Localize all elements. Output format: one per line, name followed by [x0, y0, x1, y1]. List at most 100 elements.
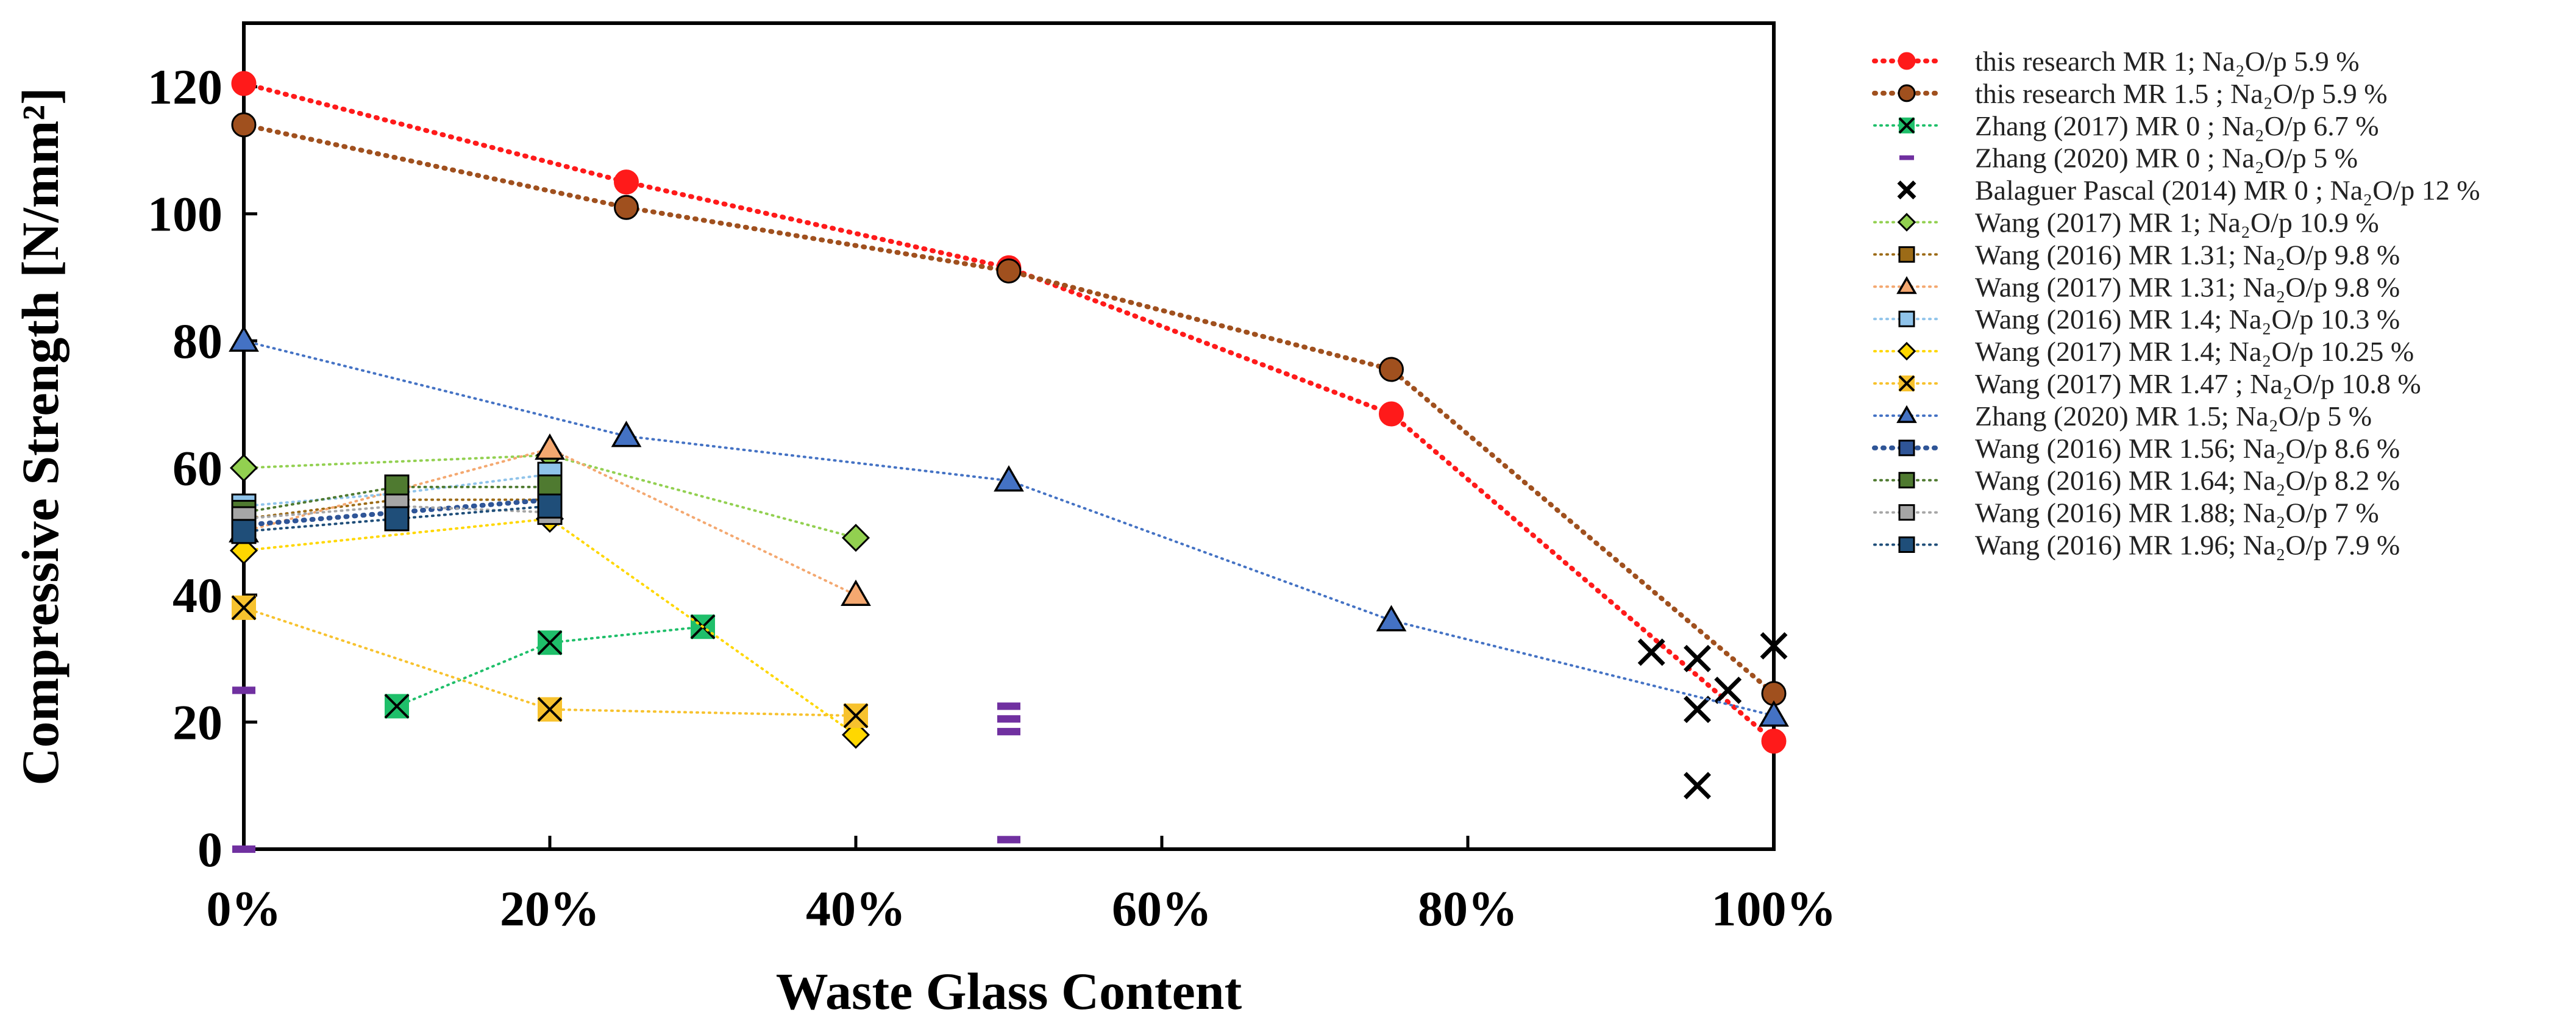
data-point — [232, 686, 255, 694]
x-tick-label: 60% — [1112, 881, 1212, 936]
legend-item: Wang (2016) MR 1.31; Na₂O/p 9.8 % — [1873, 239, 2400, 270]
y-tick-label: 100 — [148, 187, 222, 242]
data-point — [843, 703, 869, 728]
data-point — [614, 194, 639, 220]
legend-marker — [1898, 84, 1916, 102]
data-point — [231, 519, 257, 544]
legend-marker — [1897, 180, 1916, 200]
data-point — [996, 258, 1022, 283]
y-tick-label: 120 — [148, 59, 222, 115]
data-point — [997, 702, 1020, 710]
legend-item: this research MR 1.5 ; Na₂O/p 5.9 % — [1872, 78, 2388, 109]
series-11 — [229, 325, 1789, 727]
legend-label: Wang (2016) MR 1.31; Na₂O/p 9.8 % — [1975, 239, 2400, 270]
legend-label: Wang (2016) MR 1.88; Na₂O/p 7 % — [1975, 497, 2379, 529]
legend-label: Wang (2016) MR 1.4; Na₂O/p 10.3 % — [1975, 304, 2400, 335]
legend-item: Wang (2017) MR 1; Na₂O/p 10.9 % — [1873, 207, 2379, 238]
legend-marker — [1898, 504, 1915, 521]
series-line — [241, 81, 1776, 744]
x-tick-label: 20% — [500, 881, 600, 936]
legend-marker — [1898, 440, 1915, 457]
series-line — [241, 122, 1776, 696]
data-point — [537, 697, 563, 722]
legend-item: Zhang (2020) MR 1.5; Na₂O/p 5 % — [1873, 401, 2372, 432]
legend-item: this research MR 1; Na₂O/p 5.9 % — [1872, 46, 2360, 77]
legend-item: Wang (2017) MR 1.4; Na₂O/p 10.25 % — [1873, 336, 2414, 367]
data-point — [384, 694, 410, 719]
series-0 — [231, 71, 1787, 754]
data-point — [1761, 728, 1787, 754]
series-line — [243, 485, 551, 514]
legend-marker — [1897, 341, 1916, 361]
data-point — [231, 71, 257, 96]
y-tick-label: 20 — [173, 695, 222, 750]
data-point — [231, 595, 257, 621]
legend-label: Wang (2017) MR 1.4; Na₂O/p 10.25 % — [1975, 336, 2414, 367]
y-tick-label: 0 — [197, 822, 222, 877]
data-point — [994, 465, 1024, 492]
data-point — [1379, 357, 1404, 382]
legend-item: Wang (2016) MR 1.88; Na₂O/p 7 % — [1873, 497, 2379, 529]
legend-label: Zhang (2020) MR 1.5; Na₂O/p 5 % — [1975, 401, 2372, 432]
legend: this research MR 1; Na₂O/p 5.9 %this res… — [1872, 46, 2480, 561]
plot-frame — [242, 21, 1776, 851]
x-tick-label: 100% — [1712, 881, 1837, 936]
legend-item: Wang (2016) MR 1.56; Na₂O/p 8.6 % — [1872, 433, 2400, 464]
data-point — [1684, 772, 1711, 800]
legend-item: Zhang (2020) MR 0 ; Na₂O/p 5 % — [1899, 143, 2358, 174]
legend-item: Balaguer Pascal (2014) MR 0 ; Na₂O/p 12 … — [1897, 175, 2480, 206]
legend-item: Wang (2016) MR 1.64; Na₂O/p 8.2 % — [1873, 465, 2400, 496]
legend-marker — [1897, 213, 1916, 232]
legend-marker — [1898, 472, 1915, 489]
series-line — [243, 340, 1775, 717]
y-axis: 0 20 40 60 80 100 120 — [148, 59, 257, 877]
data-point — [231, 112, 257, 138]
data-point — [611, 421, 642, 447]
data-point — [229, 454, 258, 482]
y-tick-label: 60 — [173, 441, 222, 496]
legend-marker — [1898, 375, 1915, 392]
x-tick-label: 40% — [806, 881, 906, 936]
x-tick-label: 0% — [207, 881, 282, 936]
series-line — [243, 517, 857, 736]
data-point — [535, 433, 565, 460]
series-15 — [231, 493, 563, 544]
data-point — [1714, 676, 1742, 704]
x-tick-label: 80% — [1418, 881, 1518, 936]
legend-label: Wang (2017) MR 1; Na₂O/p 10.9 % — [1975, 207, 2379, 238]
series-10 — [231, 595, 869, 728]
legend-label: Wang (2016) MR 1.56; Na₂O/p 8.6 % — [1975, 433, 2400, 464]
data-point — [537, 493, 563, 519]
data-point — [997, 728, 1020, 736]
legend-marker — [1898, 117, 1915, 134]
legend-label: Wang (2017) MR 1.47 ; Na₂O/p 10.8 % — [1975, 368, 2421, 399]
data-point — [614, 169, 639, 195]
legend-item: Wang (2017) MR 1.47 ; Na₂O/p 10.8 % — [1873, 368, 2421, 399]
data-point — [1684, 644, 1711, 672]
legend-label: this research MR 1.5 ; Na₂O/p 5.9 % — [1975, 78, 2388, 109]
y-axis-title: Compressive Strength [N/mm²] — [11, 87, 69, 785]
data-point — [384, 506, 410, 532]
legend-marker — [1899, 155, 1914, 160]
legend-item: Zhang (2017) MR 0 ; Na₂O/p 6.7 % — [1873, 110, 2379, 141]
series-3 — [232, 686, 1020, 853]
series-2 — [384, 614, 716, 719]
data-point — [232, 845, 255, 853]
legend-label: Wang (2016) MR 1.64; Na₂O/p 8.2 % — [1975, 465, 2400, 496]
legend-label: this research MR 1; Na₂O/p 5.9 % — [1975, 46, 2360, 77]
data-point — [229, 536, 258, 565]
legend-item: Wang (2016) MR 1.4; Na₂O/p 10.3 % — [1873, 304, 2400, 335]
series-4 — [1637, 632, 1788, 800]
legend-label: Balaguer Pascal (2014) MR 0 ; Na₂O/p 12 … — [1975, 175, 2480, 206]
y-tick-label: 80 — [173, 313, 222, 369]
data-point — [1379, 401, 1404, 427]
data-point — [1684, 696, 1711, 724]
data-point — [841, 579, 871, 606]
legend-item: Wang (2017) MR 1.31; Na₂O/p 9.8 % — [1873, 271, 2400, 302]
legend-item: Wang (2016) MR 1.96; Na₂O/p 7.9 % — [1873, 530, 2400, 561]
legend-label: Wang (2017) MR 1.31; Na₂O/p 9.8 % — [1975, 271, 2400, 302]
data-point — [229, 325, 259, 352]
legend-label: Wang (2016) MR 1.96; Na₂O/p 7.9 % — [1975, 530, 2400, 561]
legend-marker — [1898, 536, 1915, 553]
data-point — [1760, 632, 1788, 660]
